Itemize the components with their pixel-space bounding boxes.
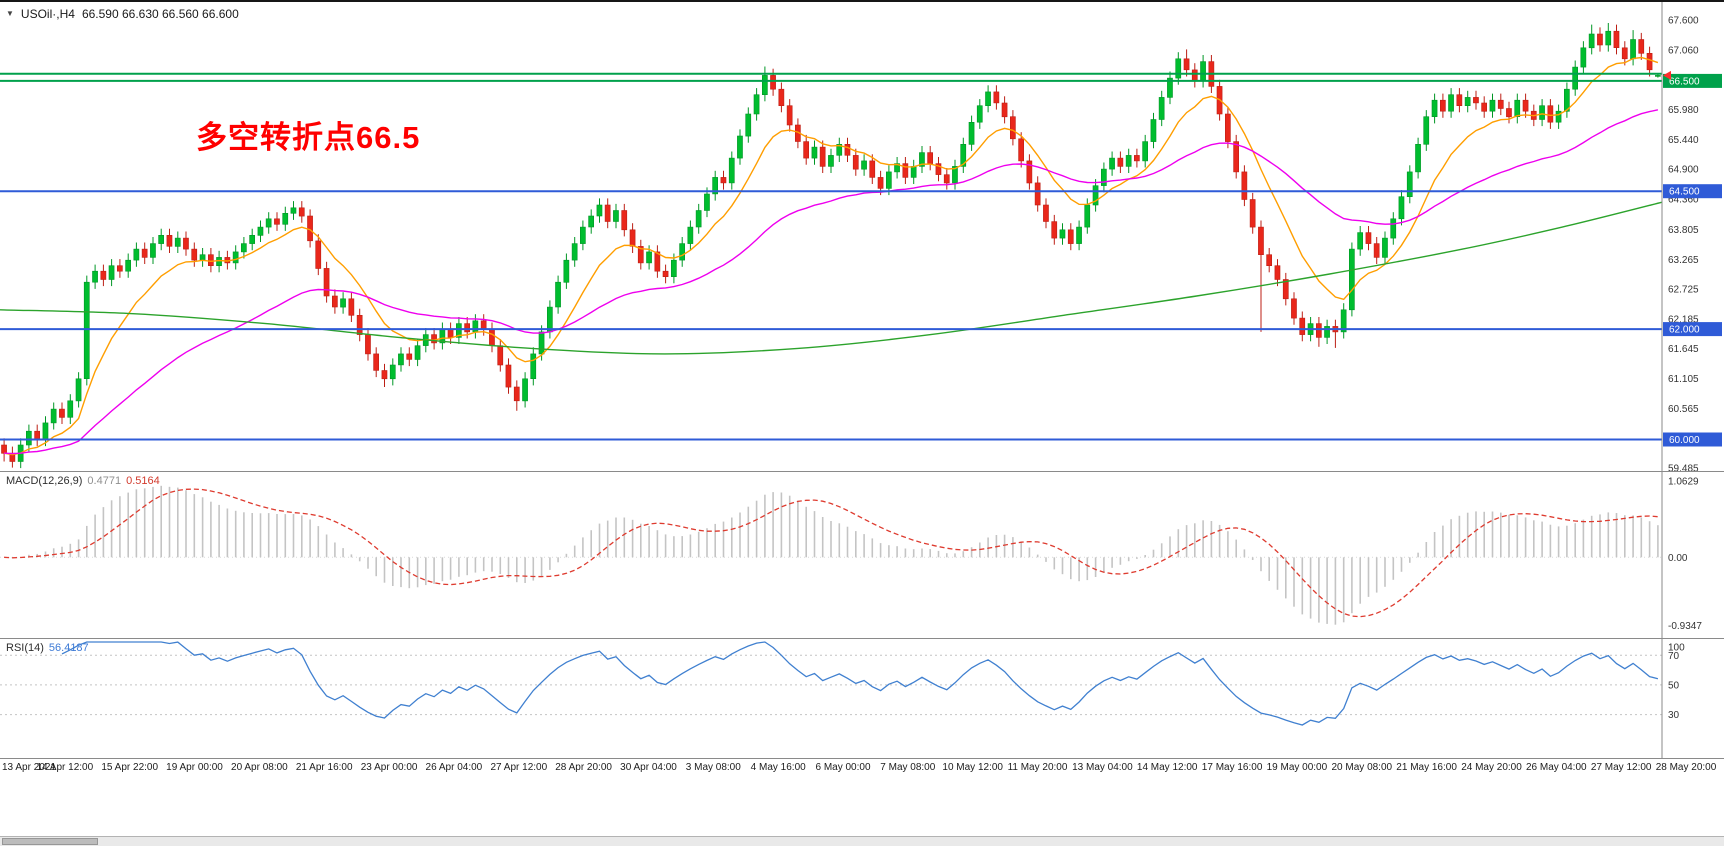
svg-text:65.440: 65.440 bbox=[1668, 135, 1699, 146]
macd-name: MACD(12,26,9) bbox=[6, 475, 83, 487]
svg-text:100: 100 bbox=[1668, 643, 1685, 654]
time-label: 17 May 16:00 bbox=[1201, 762, 1263, 773]
bottom-spacer bbox=[0, 777, 1724, 836]
ma-mid-line bbox=[4, 109, 1659, 455]
svg-text:64.360: 64.360 bbox=[1668, 194, 1699, 205]
svg-text:30: 30 bbox=[1668, 710, 1680, 721]
time-label: 30 Apr 04:00 bbox=[620, 762, 677, 773]
svg-text:1.0629: 1.0629 bbox=[1668, 477, 1699, 488]
svg-text:0.00: 0.00 bbox=[1668, 553, 1688, 564]
candles-layer bbox=[1, 23, 1661, 469]
svg-text:62.185: 62.185 bbox=[1668, 314, 1699, 325]
time-label: 6 May 00:00 bbox=[815, 762, 871, 773]
time-label: 13 Apr 2021 bbox=[2, 762, 56, 773]
price-panel[interactable]: 67.60067.06066.52065.98065.44064.90064.3… bbox=[0, 2, 1724, 472]
macd-panel[interactable]: 1.0629 0.00 -0.9347 MACD(12,26,9) 0.4771 0.5… bbox=[0, 472, 1724, 639]
time-label: 28 Apr 20:00 bbox=[555, 762, 612, 773]
chart-title: ▼ USOil·,H4 66.590 66.630 66.560 66.600 bbox=[6, 7, 239, 21]
time-label: 10 May 12:00 bbox=[942, 762, 1003, 773]
rsi-level-lines bbox=[0, 654, 1662, 716]
rsi-name: RSI(14) bbox=[6, 642, 44, 654]
svg-text:70: 70 bbox=[1668, 651, 1680, 662]
svg-text:-0.9347: -0.9347 bbox=[1668, 621, 1702, 632]
chart-dropdown-arrow-icon[interactable]: ▼ bbox=[6, 9, 14, 18]
h-scrollbar[interactable] bbox=[0, 836, 1724, 846]
macd-axis[interactable]: 1.0629 0.00 -0.9347 bbox=[1668, 477, 1702, 633]
ohlc-values: 66.590 66.630 66.560 66.600 bbox=[81, 7, 239, 21]
svg-text:50: 50 bbox=[1668, 680, 1680, 691]
time-label: 7 May 08:00 bbox=[880, 762, 936, 773]
time-label: 14 Apr 12:00 bbox=[36, 762, 94, 773]
horizontal-lines[interactable] bbox=[0, 72, 1662, 441]
rsi-line bbox=[61, 641, 1659, 726]
current-price-marker bbox=[1663, 70, 1671, 80]
svg-text:67.600: 67.600 bbox=[1668, 16, 1699, 27]
svg-text:62.725: 62.725 bbox=[1668, 285, 1699, 296]
time-axis[interactable]: 13 Apr 2021 14 Apr 12:00 15 Apr 22:00 19 Ap… bbox=[0, 759, 1724, 777]
time-label: 26 Apr 04:00 bbox=[425, 762, 483, 773]
time-label: 11 May 20:00 bbox=[1007, 762, 1068, 773]
svg-text:60.565: 60.565 bbox=[1668, 404, 1699, 415]
macd-histogram bbox=[11, 485, 1659, 625]
svg-text:67.060: 67.060 bbox=[1668, 46, 1699, 57]
symbol-label: USOil·,H4 bbox=[20, 7, 75, 21]
svg-text:59.485: 59.485 bbox=[1668, 463, 1699, 472]
time-label: 13 May 04:00 bbox=[1072, 762, 1133, 773]
price-line-badges: 66.500 64.500 62.000 60.000 bbox=[1663, 73, 1722, 447]
ma-slow-line bbox=[0, 201, 1663, 355]
svg-text:61.105: 61.105 bbox=[1668, 374, 1699, 385]
macd-signal-value: 0.5164 bbox=[126, 475, 160, 487]
scrollbar-handle[interactable] bbox=[2, 838, 98, 845]
macd-chart[interactable]: 1.0629 0.00 -0.9347 bbox=[0, 472, 1724, 639]
svg-text:63.265: 63.265 bbox=[1668, 255, 1699, 266]
svg-text:62.000: 62.000 bbox=[1669, 325, 1700, 336]
macd-main-value: 0.4771 bbox=[87, 475, 122, 487]
time-label: 20 May 08:00 bbox=[1331, 762, 1393, 773]
time-label: 14 May 12:00 bbox=[1136, 762, 1198, 773]
time-label: 27 Apr 12:00 bbox=[490, 762, 548, 773]
rsi-panel[interactable]: 100 70 50 30 RSI(14) 56.4187 bbox=[0, 639, 1724, 759]
time-label: 27 May 12:00 bbox=[1590, 762, 1652, 773]
time-label: 24 May 20:00 bbox=[1461, 762, 1522, 773]
svg-text:65.980: 65.980 bbox=[1668, 105, 1699, 116]
macd-signal-line bbox=[4, 488, 1658, 618]
macd-label: MACD(12,26,9) 0.4771 0.5164 bbox=[6, 475, 160, 487]
svg-text:60.000: 60.000 bbox=[1669, 435, 1700, 446]
rsi-label: RSI(14) 56.4187 bbox=[6, 642, 89, 654]
time-label: 26 May 04:00 bbox=[1525, 762, 1587, 773]
svg-text:61.645: 61.645 bbox=[1668, 344, 1699, 355]
time-label: 3 May 08:00 bbox=[685, 762, 741, 773]
svg-text:63.805: 63.805 bbox=[1668, 225, 1699, 236]
ma-fast-line bbox=[3, 56, 1659, 456]
time-label: 20 Apr 08:00 bbox=[231, 762, 288, 773]
annotation-text[interactable]: 多空转折点66.5 bbox=[196, 120, 421, 155]
svg-text:66.500: 66.500 bbox=[1669, 76, 1700, 87]
time-label: 23 Apr 00:00 bbox=[360, 762, 418, 773]
time-label: 15 Apr 22:00 bbox=[101, 762, 159, 773]
time-label: 19 May 00:00 bbox=[1266, 762, 1328, 773]
svg-text:64.500: 64.500 bbox=[1669, 187, 1700, 198]
time-label: 28 May 20:00 bbox=[1655, 762, 1717, 773]
rsi-value: 56.4187 bbox=[48, 642, 89, 654]
time-label: 21 May 16:00 bbox=[1396, 762, 1457, 773]
time-label: 4 May 16:00 bbox=[750, 762, 806, 773]
price-chart[interactable]: 67.60067.06066.52065.98065.44064.90064.3… bbox=[0, 2, 1724, 472]
time-label: 21 Apr 16:00 bbox=[295, 762, 353, 773]
time-label: 19 Apr 00:00 bbox=[166, 762, 223, 773]
svg-text:64.900: 64.900 bbox=[1668, 165, 1699, 176]
